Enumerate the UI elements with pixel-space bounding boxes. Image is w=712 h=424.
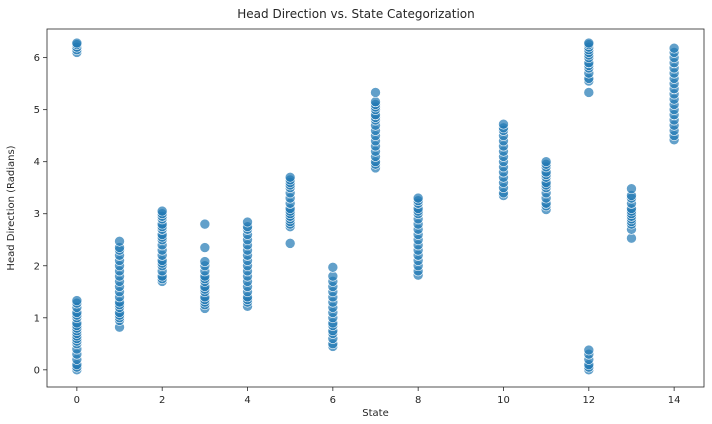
x-tick-label: 10 (497, 395, 510, 406)
scatter-point (540, 156, 552, 167)
scatter-point (114, 236, 125, 247)
x-axis-title: State (362, 408, 388, 419)
y-tick-label: 6 (34, 53, 40, 64)
x-tick-label: 14 (668, 395, 681, 406)
x-tick-label: 2 (159, 395, 165, 406)
scatter-point (199, 256, 211, 267)
scatter-point (412, 192, 424, 204)
y-axis-title: Head Direction (Radians) (6, 145, 17, 270)
scatter-point (156, 205, 168, 217)
y-tick-label: 4 (34, 157, 40, 168)
scatter-point (327, 262, 339, 273)
points-layer (71, 37, 680, 376)
x-tick-label: 8 (415, 395, 421, 406)
y-tick-label: 1 (34, 313, 40, 324)
scatter-point (71, 37, 83, 49)
scatter-point (626, 183, 637, 195)
scatter-point (583, 37, 595, 49)
scatter-point (284, 171, 296, 183)
x-tick-label: 0 (74, 395, 80, 406)
y-tick-label: 0 (34, 365, 40, 376)
scatter-point (199, 242, 211, 253)
scatter-point (284, 238, 296, 249)
y-tick-label: 5 (34, 105, 40, 116)
scatter-point (668, 42, 680, 54)
y-tick-label: 3 (34, 209, 40, 220)
scatter-point (242, 216, 253, 228)
scatter-point (199, 218, 211, 230)
scatter-point (626, 232, 637, 244)
scatter-point (498, 118, 509, 130)
x-tick-label: 6 (330, 395, 336, 406)
plot-area-frame (46, 28, 705, 388)
chart-title: Head Direction vs. State Categorization (237, 7, 474, 21)
y-tick-label: 2 (34, 261, 40, 272)
scatter-point (370, 96, 381, 108)
scatter-point (583, 344, 595, 356)
x-tick-label: 12 (582, 395, 595, 406)
x-tick-label: 4 (244, 395, 250, 406)
scatter-point (327, 270, 339, 282)
scatter-point (71, 295, 83, 306)
scatter-point (370, 87, 381, 98)
scatter-point (583, 87, 595, 98)
